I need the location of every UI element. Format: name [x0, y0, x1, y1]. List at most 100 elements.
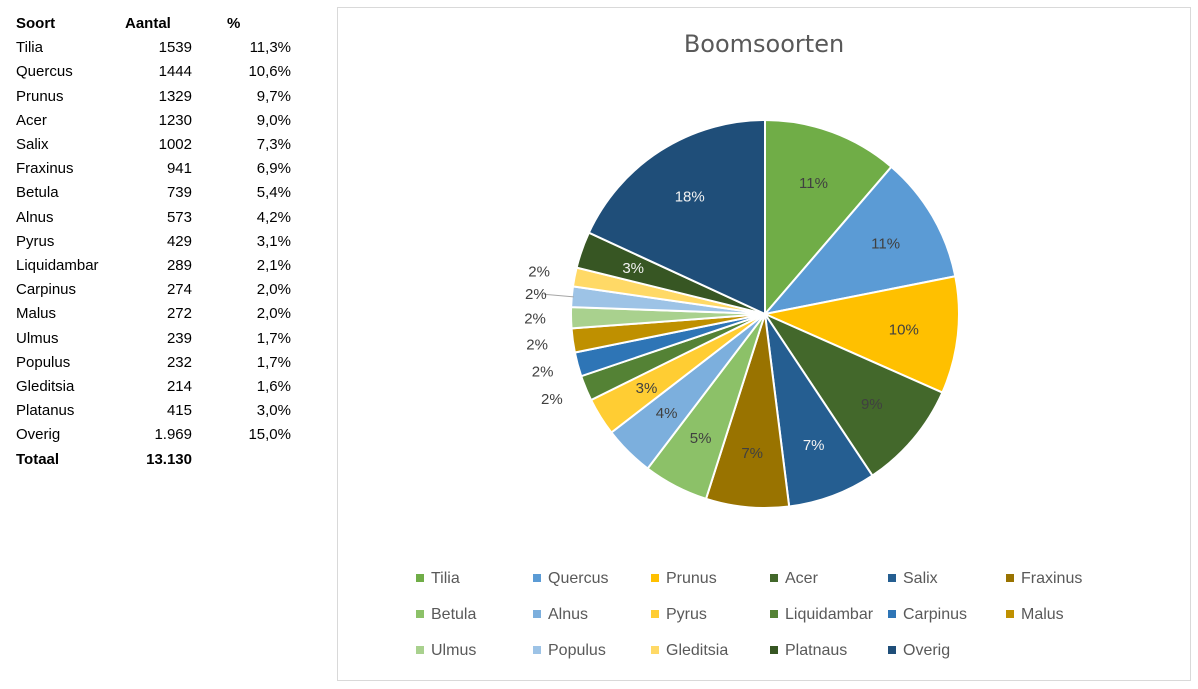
table-row: Gleditsia 214 1,6% — [16, 375, 291, 399]
legend-label: Gleditsia — [666, 642, 729, 659]
cell-pct: 2,1% — [256, 257, 291, 275]
legend-item: Fraxinus — [1006, 570, 1082, 588]
cell-aantal: 289 — [166, 257, 192, 275]
table-header-row: Soort Aantal % — [16, 12, 291, 36]
table-row: Malus 272 2,0% — [16, 302, 291, 326]
cell-aantal: 429 — [166, 232, 192, 250]
cell-aantal: 739 — [166, 184, 192, 202]
slice-label: 4% — [656, 405, 678, 422]
table-row: Overig 1.969 15,0% — [16, 423, 291, 447]
cell-soort: Betula — [16, 184, 59, 202]
table-row: Carpinus 274 2,0% — [16, 278, 291, 302]
cell-soort: Ulmus — [16, 329, 59, 347]
cell-soort: Tilia — [16, 39, 43, 57]
cell-aantal: 214 — [166, 378, 192, 396]
legend-swatch — [888, 645, 896, 654]
cell-pct: 1,7% — [256, 329, 291, 347]
table-row: Alnus 573 4,2% — [16, 206, 291, 230]
legend-item: Pyrus — [651, 606, 707, 624]
data-table: Soort Aantal % Tilia 1539 11,3% Quercus 1444… — [16, 12, 291, 472]
cell-soort: Populus — [16, 353, 71, 371]
legend-item: Quercus — [533, 570, 608, 588]
slice-label: 3% — [622, 260, 644, 277]
cell-pct: 10,6% — [248, 63, 291, 81]
cell-soort: Quercus — [16, 63, 73, 81]
cell-pct: 1,6% — [256, 378, 291, 396]
table-row: Fraxinus 941 6,9% — [16, 157, 291, 181]
legend-label: Betula — [431, 606, 477, 623]
legend-item: Gleditsia — [651, 642, 728, 660]
slice-label: 9% — [861, 396, 883, 413]
table-row: Ulmus 239 1,7% — [16, 327, 291, 351]
legend-item: Carpinus — [888, 606, 967, 624]
pie-slice — [587, 118, 766, 316]
pie-slice — [764, 118, 893, 317]
table-row: Tilia 1539 11,3% — [16, 36, 291, 60]
cell-soort: Salix — [16, 136, 49, 154]
legend-item: Betula — [416, 606, 476, 624]
legend-label: Carpinus — [903, 606, 968, 623]
cell-pct: 3,1% — [256, 232, 291, 250]
cell-aantal: 1.969 — [154, 426, 192, 444]
slice-label: 7% — [803, 437, 825, 454]
legend-swatch — [770, 609, 778, 618]
cell-aantal: 941 — [166, 160, 192, 178]
cell-soort: Liquidambar — [16, 257, 99, 275]
legend-swatch — [651, 573, 659, 582]
legend-label: Overig — [903, 642, 951, 659]
legend-label: Platnaus — [785, 642, 848, 659]
cell-aantal: 573 — [166, 208, 192, 226]
slice-label: 2% — [541, 391, 563, 408]
legend-label: Fraxinus — [1021, 570, 1083, 587]
cell-pct: 3,0% — [256, 402, 291, 420]
slice-label: 5% — [690, 430, 712, 447]
legend-item: Platnaus — [770, 642, 847, 660]
legend-item: Liquidambar — [770, 606, 873, 624]
pie-chart: 11% 11% 10% 9% 7% 7% 5% 4% 3% 2% 2% 2% 2% 2% 2% 3% 18% — [524, 118, 960, 509]
legend-item: Malus — [1006, 606, 1064, 624]
cell-aantal: 274 — [166, 281, 192, 299]
cell-pct: 5,4% — [256, 184, 291, 202]
slice-label: 18% — [675, 188, 705, 205]
legend-swatch — [1006, 609, 1014, 618]
table-row: Pyrus 429 3,1% — [16, 230, 291, 254]
cell-pct: 6,9% — [256, 160, 291, 178]
slice-label: 10% — [889, 321, 919, 338]
legend-swatch — [888, 609, 896, 618]
cell-aantal: 239 — [166, 329, 192, 347]
legend-label: Salix — [903, 570, 938, 587]
cell-aantal: 272 — [166, 305, 192, 323]
legend-swatch — [533, 573, 541, 582]
cell-aantal: 1002 — [158, 136, 192, 154]
cell-pct: 9,7% — [256, 87, 291, 105]
cell-soort: Malus — [16, 305, 57, 323]
legend-swatch — [416, 645, 424, 654]
table-row: Salix 1002 7,3% — [16, 133, 291, 157]
legend-label: Pyrus — [666, 606, 707, 623]
slice-label: 3% — [636, 380, 658, 397]
cell-pct: 4,2% — [256, 208, 291, 226]
table-row: Liquidambar 289 2,1% — [16, 254, 291, 278]
cell-soort: Carpinus — [16, 281, 77, 299]
cell-aantal: 232 — [166, 353, 192, 371]
slice-label: 2% — [525, 286, 547, 303]
slice-label: 7% — [741, 445, 763, 462]
cell-aantal: 1539 — [158, 39, 192, 57]
cell-soort: Pyrus — [16, 232, 55, 250]
legend-label: Liquidambar — [785, 606, 874, 623]
cell-pct: 15,0% — [248, 426, 291, 444]
legend-swatch — [770, 645, 778, 654]
legend-item: Ulmus — [416, 642, 476, 660]
cell-soort: Fraxinus — [16, 160, 74, 178]
legend-label: Ulmus — [431, 642, 477, 659]
legend-item: Tilia — [416, 570, 460, 588]
legend-swatch — [416, 573, 424, 582]
legend-swatch — [533, 609, 541, 618]
cell-pct: 2,0% — [256, 305, 291, 323]
cell-soort: Gleditsia — [16, 378, 75, 396]
chart-title: Boomsoorten — [683, 30, 845, 58]
cell-aantal: 1444 — [158, 63, 192, 81]
cell-soort: Acer — [16, 111, 47, 129]
pie-slice — [761, 275, 960, 394]
legend-item: Prunus — [651, 570, 717, 588]
